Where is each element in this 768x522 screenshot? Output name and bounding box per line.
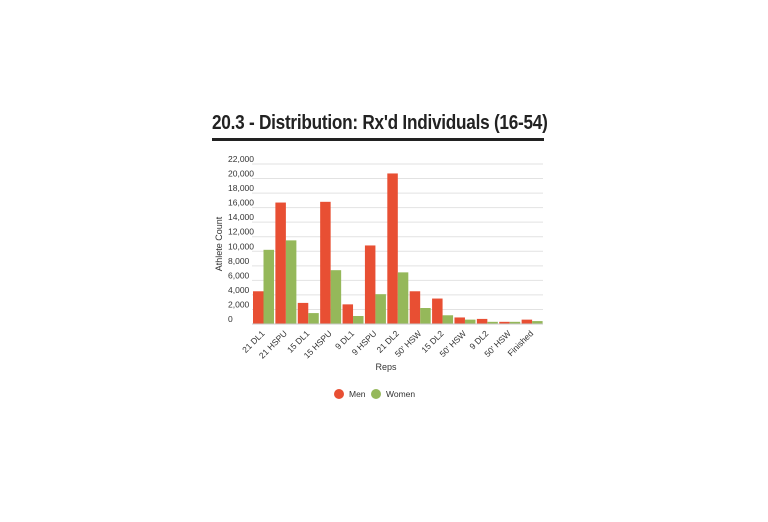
legend-item-women[interactable]: Women [371,389,415,399]
y-tick-label: 14,000 [228,212,254,222]
bar-women[interactable] [487,321,498,324]
bar-women[interactable] [532,321,543,324]
y-tick-label: 8,000 [228,256,250,266]
y-axis-title: Athlete Count [214,216,224,271]
y-tick-label: 2,000 [228,299,250,309]
y-axis-ticks: 0 2,000 4,000 6,000 8,000 10,000 12,000 14,000 1… [228,154,254,324]
bar-men[interactable] [521,319,533,324]
legend[interactable]: Men Women [334,389,415,399]
bar-men[interactable] [432,298,443,324]
bar-women[interactable] [285,240,297,324]
y-tick-label: 6,000 [228,270,250,280]
bar-women[interactable] [330,270,342,324]
bar-women[interactable] [509,321,521,324]
bar-men[interactable] [387,173,398,324]
y-tick-label: 22,000 [228,154,254,164]
bar-men[interactable] [364,245,376,324]
legend-swatch [371,389,381,399]
y-tick-label: 10,000 [228,241,254,251]
legend-label: Women [386,389,415,399]
legend-label: Men [349,389,366,399]
bar-women[interactable] [308,313,319,324]
y-tick-label: 16,000 [228,198,254,208]
bar-men[interactable] [499,321,510,324]
bar-women[interactable] [420,308,431,324]
bar-men[interactable] [253,291,264,324]
y-tick-label: 12,000 [228,227,254,237]
y-tick-label: 4,000 [228,285,250,295]
y-tick-label: 0 [228,314,233,324]
legend-swatch [334,389,344,399]
bar-men[interactable] [320,201,331,324]
bar-men[interactable] [342,304,354,324]
bar-women[interactable] [464,319,476,324]
y-tick-label: 18,000 [228,183,254,193]
x-tick-label: 9 HSPU [350,328,379,357]
bar-men[interactable] [454,317,465,324]
bar-men[interactable] [476,318,488,324]
bar-women[interactable] [263,249,275,324]
title-underline [212,138,544,141]
bar-men[interactable] [409,291,421,324]
bars [253,173,543,324]
legend-item-men[interactable]: Men [334,389,366,399]
chart-title: 20.3 - Distribution: Rx'd Individuals (1… [212,112,548,134]
x-axis-title: Reps [375,362,397,372]
bar-women[interactable] [353,316,364,324]
bar-women[interactable] [397,272,409,324]
y-tick-label: 20,000 [228,169,254,179]
bar-men[interactable] [297,302,309,324]
bar-women[interactable] [442,315,454,324]
bar-men[interactable] [275,202,286,324]
bar-women[interactable] [375,294,386,324]
